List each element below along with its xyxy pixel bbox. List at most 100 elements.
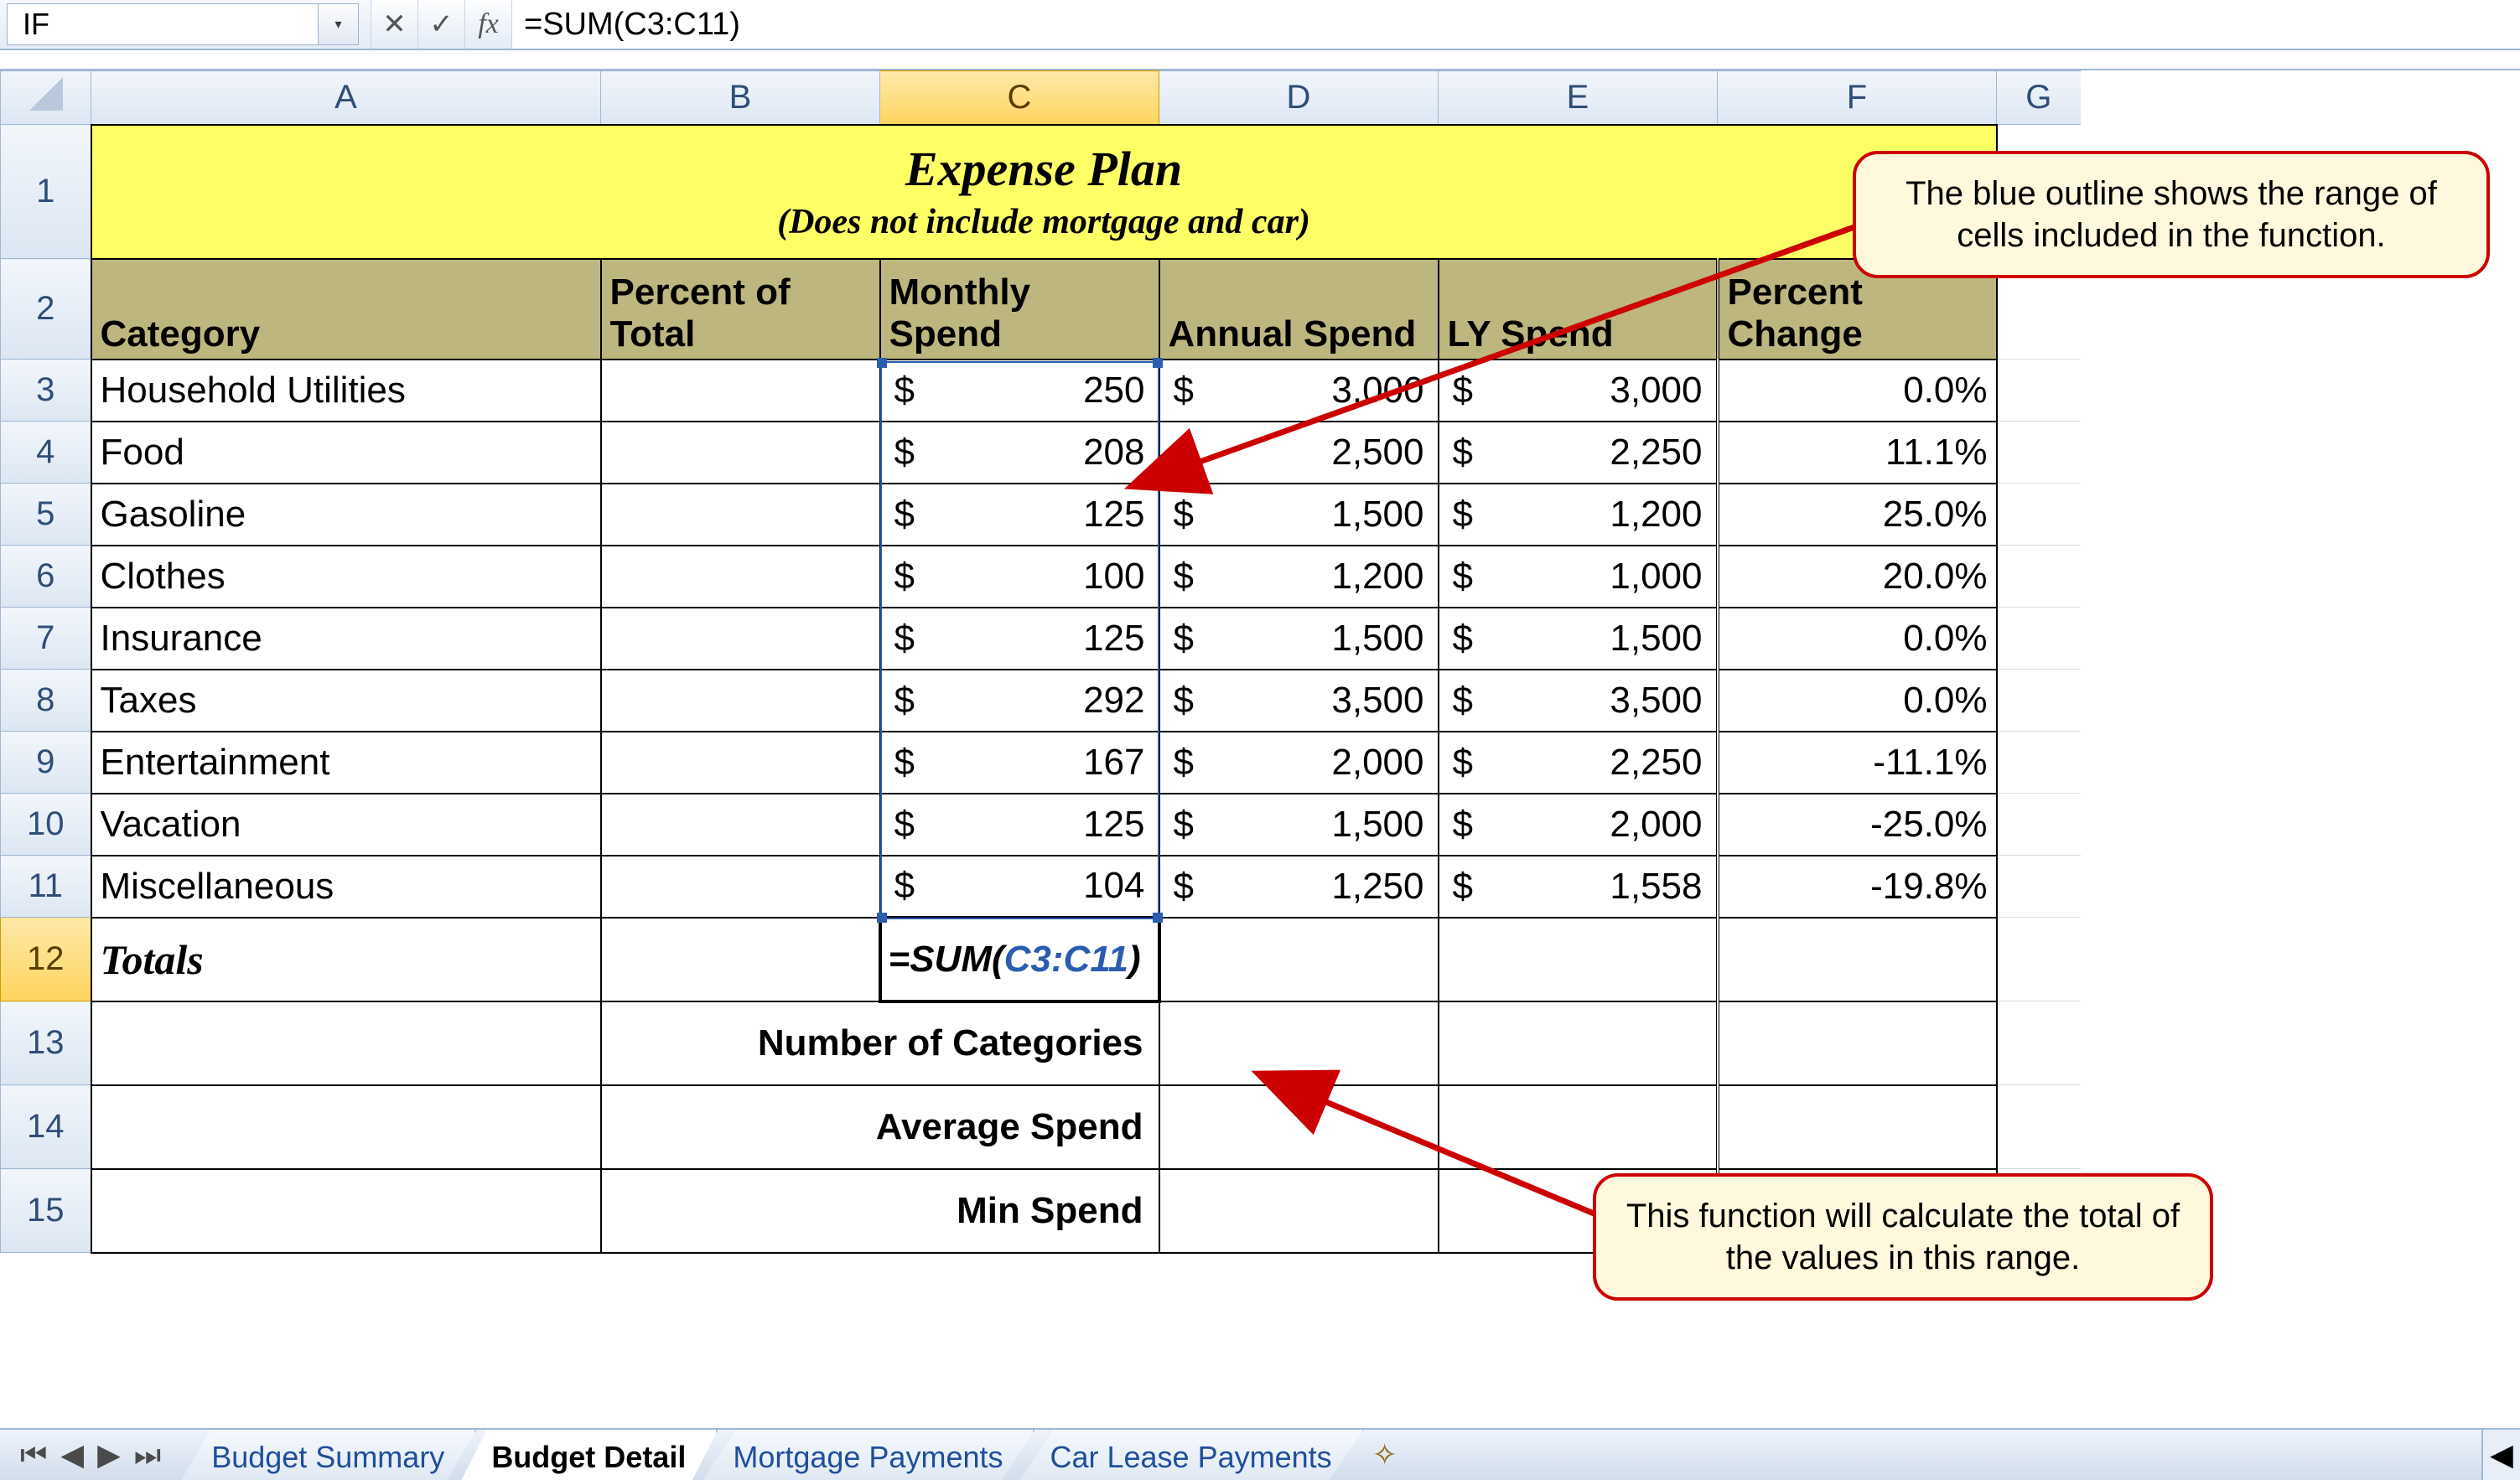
cell-c7[interactable]: $125 [880,608,1159,670]
cell-e4[interactable]: $2,250 [1439,422,1718,484]
header-ly-spend[interactable]: LY Spend [1439,259,1718,360]
cell-d3[interactable]: $3,000 [1159,360,1439,422]
horizontal-scroll-left-button[interactable]: ◀ [2481,1430,2520,1480]
cell-e12[interactable] [1439,918,1718,1001]
cell-g4[interactable] [1997,422,2081,484]
cell-g12[interactable] [1997,918,2081,1001]
cell-f6[interactable]: 20.0% [1718,546,1997,608]
row-header-14[interactable]: 14 [1,1085,91,1169]
cell-d7[interactable]: $1,500 [1159,608,1439,670]
column-header-f[interactable]: F [1718,71,1997,125]
column-header-e[interactable]: E [1439,71,1718,125]
cell-b8[interactable] [601,670,880,732]
column-header-b[interactable]: B [601,71,880,125]
cell-g13[interactable] [1997,1001,2081,1085]
cell-c4[interactable]: $208 [880,422,1159,484]
cell-d15[interactable] [1159,1169,1439,1253]
cell-b12[interactable] [601,918,880,1001]
cell-d14[interactable] [1159,1085,1439,1169]
row-header-13[interactable]: 13 [1,1001,91,1085]
cell-e11[interactable]: $1,558 [1439,856,1718,918]
cell-f5[interactable]: 25.0% [1718,484,1997,546]
stat-label-15[interactable]: Min Spend [601,1169,1159,1253]
cell-g3[interactable] [1997,360,2081,422]
row-header-1[interactable]: 1 [1,125,91,259]
row-header-6[interactable]: 6 [1,546,91,608]
tab-nav-first-icon[interactable]: ⏮ [15,1437,52,1473]
cell-g5[interactable] [1997,484,2081,546]
cell-e5[interactable]: $1,200 [1439,484,1718,546]
cell-b11[interactable] [601,856,880,918]
row-header-3[interactable]: 3 [1,360,91,422]
cell-b5[interactable] [601,484,880,546]
row-header-10[interactable]: 10 [1,794,91,856]
title-cell[interactable]: Expense Plan (Does not include mortgage … [91,125,1997,259]
cell-e6[interactable]: $1,000 [1439,546,1718,608]
cell-d10[interactable]: $1,500 [1159,794,1439,856]
cell-b3[interactable] [601,360,880,422]
cell-g7[interactable] [1997,608,2081,670]
cell-f11[interactable]: -19.8% [1718,856,1997,918]
cell-g8[interactable] [1997,670,2081,732]
cell-f13[interactable] [1718,1001,1997,1085]
cell-d9[interactable]: $2,000 [1159,732,1439,794]
cell-c11[interactable]: $104 [880,856,1159,918]
cell-b4[interactable] [601,422,880,484]
cell-c8[interactable]: $292 [880,670,1159,732]
cell-a13[interactable] [91,1001,601,1085]
cell-f12[interactable] [1718,918,1997,1001]
cell-f7[interactable]: 0.0% [1718,608,1997,670]
column-header-c[interactable]: C [880,71,1159,125]
cell-f9[interactable]: -11.1% [1718,732,1997,794]
cell-c10[interactable]: $125 [880,794,1159,856]
row-header-8[interactable]: 8 [1,670,91,732]
cell-g11[interactable] [1997,856,2081,918]
cell-c6[interactable]: $100 [880,546,1159,608]
cell-a5[interactable]: Gasoline [91,484,601,546]
cell-a15[interactable] [91,1169,601,1253]
cancel-formula-button[interactable]: ✕ [371,0,417,49]
formula-input[interactable]: =SUM(C3:C11) [511,0,2520,49]
insert-function-button[interactable]: fx [464,0,511,49]
cell-b6[interactable] [601,546,880,608]
cell-a11[interactable]: Miscellaneous [91,856,601,918]
tab-nav-prev-icon[interactable]: ◀ [55,1437,89,1472]
cell-f4[interactable]: 11.1% [1718,422,1997,484]
cell-a9[interactable]: Entertainment [91,732,601,794]
cell-d13[interactable] [1159,1001,1439,1085]
cell-g14[interactable] [1997,1085,2081,1169]
row-header-7[interactable]: 7 [1,608,91,670]
sheet-tab-car-lease-payments[interactable]: Car Lease Payments [1019,1430,1363,1480]
row-header-5[interactable]: 5 [1,484,91,546]
row-header-4[interactable]: 4 [1,422,91,484]
cell-c5[interactable]: $125 [880,484,1159,546]
sheet-tab-budget-summary[interactable]: Budget Summary [181,1430,476,1480]
cell-d4[interactable]: $2,500 [1159,422,1439,484]
cell-e13[interactable] [1439,1001,1718,1085]
tab-nav-last-icon[interactable]: ⏭ [129,1437,166,1473]
cell-d11[interactable]: $1,250 [1159,856,1439,918]
header-annual-spend[interactable]: Annual Spend [1159,259,1439,360]
active-cell-c12[interactable]: =SUM(C3:C11) [880,918,1159,1001]
cell-b9[interactable] [601,732,880,794]
column-header-g[interactable]: G [1997,71,2081,125]
cell-d8[interactable]: $3,500 [1159,670,1439,732]
tab-nav-next-icon[interactable]: ▶ [92,1437,126,1472]
cell-f10[interactable]: -25.0% [1718,794,1997,856]
header-monthly-spend[interactable]: Monthly Spend [880,259,1159,360]
row-header-2[interactable]: 2 [1,259,91,360]
column-header-a[interactable]: A [91,71,601,125]
cell-a14[interactable] [91,1085,601,1169]
name-box-dropdown-icon[interactable]: ▾ [318,4,358,44]
cell-d6[interactable]: $1,200 [1159,546,1439,608]
stat-label-13[interactable]: Number of Categories [601,1001,1159,1085]
name-box[interactable]: IF ▾ [7,3,359,45]
cell-g6[interactable] [1997,546,2081,608]
cell-g10[interactable] [1997,794,2081,856]
header-percent-total[interactable]: Percent of Total [601,259,880,360]
cell-b7[interactable] [601,608,880,670]
sheet-tab-mortgage-payments[interactable]: Mortgage Payments [703,1430,1034,1480]
select-all-corner[interactable] [1,71,91,125]
cell-a4[interactable]: Food [91,422,601,484]
cell-c9[interactable]: $167 [880,732,1159,794]
